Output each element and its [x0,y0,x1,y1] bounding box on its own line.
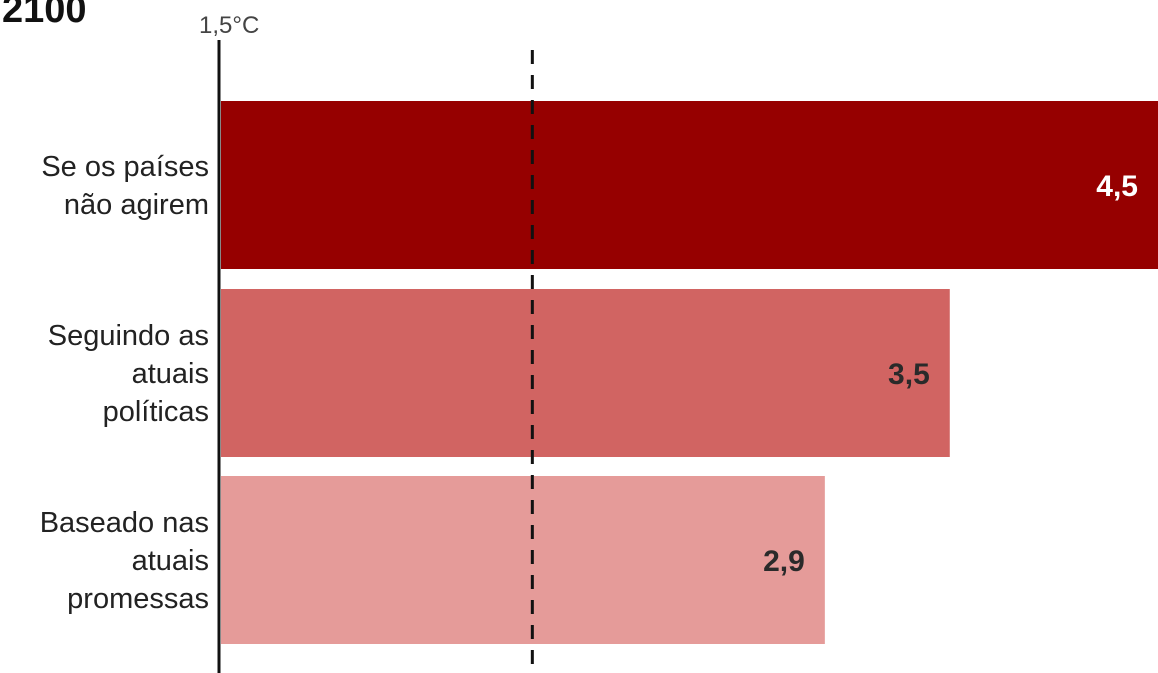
category-label-line: atuais [132,545,209,577]
bar-3 [221,476,825,644]
bar-2 [221,289,950,457]
labels-layer: 4,5 Se os países não agirem 3,5 Seguindo as a… [40,151,1138,615]
bar-1 [221,101,1158,269]
category-label-line: Seguindo as [48,320,209,352]
chart-title-year: 2100 [2,0,87,31]
value-label-3: 2,9 [763,545,805,578]
category-label-1: Se os países não agirem [41,151,209,221]
category-label-line: políticas [103,396,209,428]
category-label-line: Se os países [41,151,209,183]
value-label-1: 4,5 [1096,170,1138,203]
bars-layer [221,101,1158,644]
category-label-line: Baseado nas [40,507,209,539]
category-label-line: atuais [132,358,209,390]
value-label-2: 3,5 [888,358,930,391]
category-label-2: Seguindo as atuais políticas [48,320,209,428]
category-label-line: não agirem [64,189,209,221]
reference-line-label: 1,5°C [199,12,259,39]
category-label-3: Baseado nas atuais promessas [40,507,209,615]
category-label-line: promessas [67,583,209,615]
